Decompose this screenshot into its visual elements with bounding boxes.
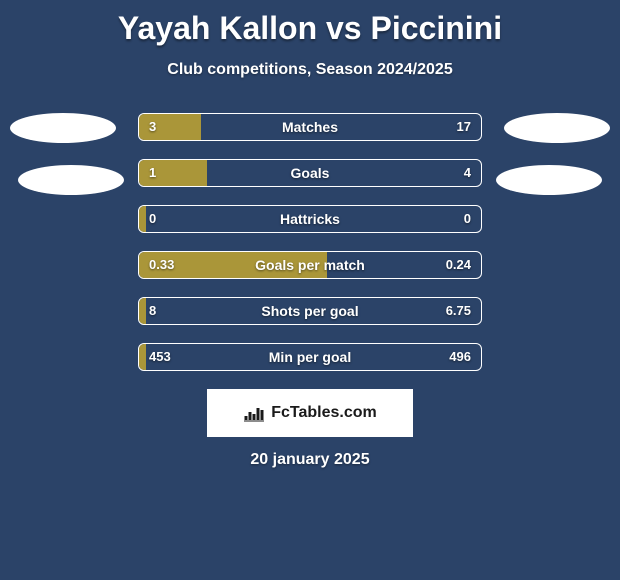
page-title: Yayah Kallon vs Piccinini xyxy=(0,0,620,47)
player-right-badge-2 xyxy=(496,165,602,195)
brand-box: FcTables.com xyxy=(207,389,413,437)
bar-label: Hattricks xyxy=(139,206,481,232)
bar-row: 0.33Goals per match0.24 xyxy=(138,251,482,279)
bar-label: Min per goal xyxy=(139,344,481,370)
footer-date: 20 january 2025 xyxy=(0,451,620,469)
page-subtitle: Club competitions, Season 2024/2025 xyxy=(0,61,620,79)
bar-value-left: 0.33 xyxy=(149,252,174,278)
bar-value-right: 17 xyxy=(457,114,471,140)
bars-container: 3Matches17 1Goals4 0Hattricks0 0.33Goals pe… xyxy=(138,113,482,371)
bar-label: Shots per goal xyxy=(139,298,481,324)
bar-value-right: 0.24 xyxy=(446,252,471,278)
player-left-badge-1 xyxy=(10,113,116,143)
bar-value-left: 1 xyxy=(149,160,156,186)
bar-value-left: 3 xyxy=(149,114,156,140)
bar-row: 0Hattricks0 xyxy=(138,205,482,233)
bar-value-right: 0 xyxy=(464,206,471,232)
bar-value-right: 496 xyxy=(449,344,471,370)
bar-row: 453Min per goal496 xyxy=(138,343,482,371)
chart-area: 3Matches17 1Goals4 0Hattricks0 0.33Goals pe… xyxy=(0,113,620,371)
bar-row: 3Matches17 xyxy=(138,113,482,141)
bar-value-left: 8 xyxy=(149,298,156,324)
bar-fill xyxy=(139,298,146,324)
bar-row: 8Shots per goal6.75 xyxy=(138,297,482,325)
bar-row: 1Goals4 xyxy=(138,159,482,187)
bar-value-left: 453 xyxy=(149,344,171,370)
player-right-badge-1 xyxy=(504,113,610,143)
bar-value-left: 0 xyxy=(149,206,156,232)
bar-chart-icon xyxy=(243,404,265,422)
bar-value-right: 4 xyxy=(464,160,471,186)
player-left-badge-2 xyxy=(18,165,124,195)
bar-value-right: 6.75 xyxy=(446,298,471,324)
brand-text: FcTables.com xyxy=(271,404,377,422)
bar-fill xyxy=(139,206,146,232)
bar-fill xyxy=(139,344,146,370)
